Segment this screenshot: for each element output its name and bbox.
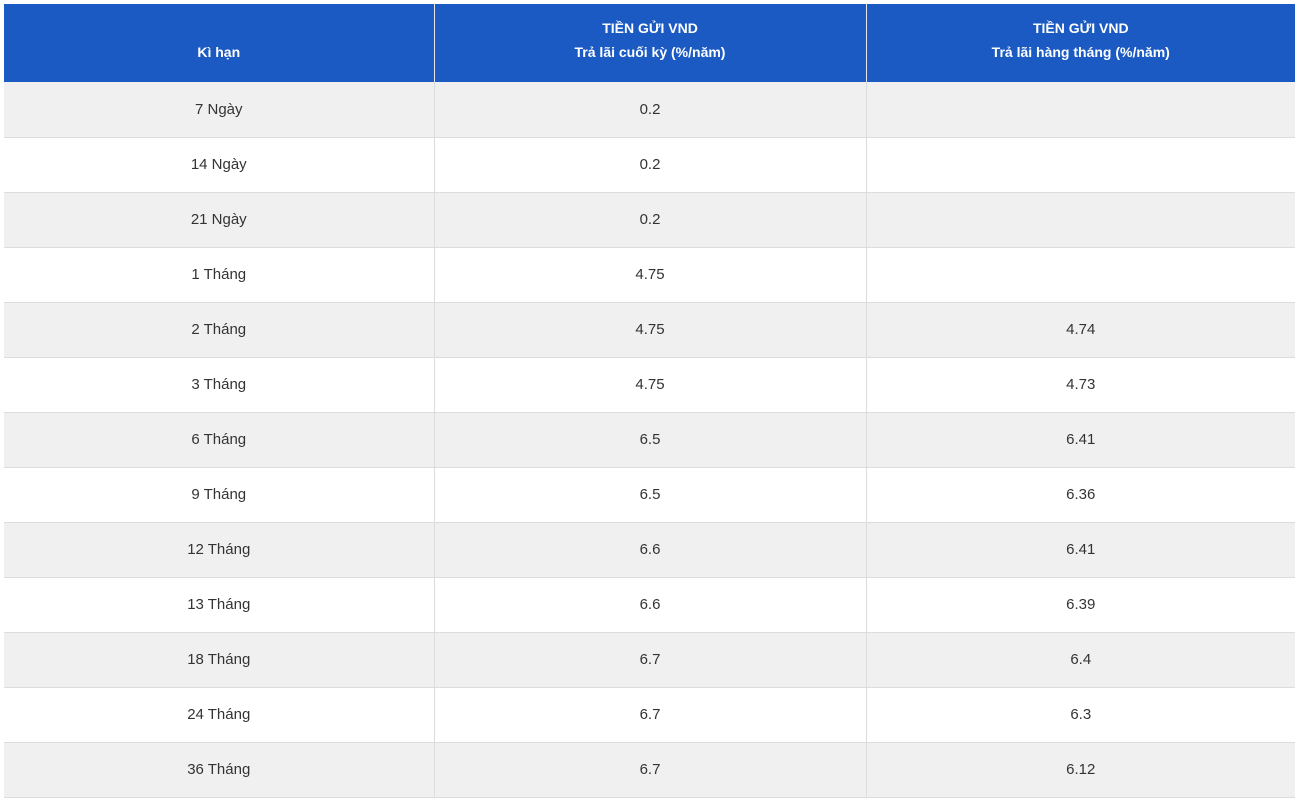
term-cell: 2 Tháng (4, 302, 435, 358)
table-header: Kì hạn TIỀN GỬI VND Trả lãi cuối kỳ (%/năm… (4, 4, 1295, 82)
table-body: 7 Ngày 0.2 14 Ngày 0.2 21 Ngày 0.2 1 Tháng 4.75… (4, 82, 1295, 798)
rate-cell: 6.6 (434, 522, 867, 578)
rate-cell: 4.75 (434, 302, 867, 358)
term-cell: 7 Ngày (4, 82, 435, 138)
rate-cell: 6.7 (434, 742, 867, 798)
term-cell: 13 Tháng (4, 577, 435, 633)
header-title: TIỀN GỬI VND (1032, 20, 1129, 36)
header-row: Kì hạn TIỀN GỬI VND Trả lãi cuối kỳ (%/năm… (4, 4, 1295, 82)
rate-cell: 0.2 (434, 82, 867, 138)
rate-cell (866, 82, 1295, 138)
rate-table: Kì hạn TIỀN GỬI VND Trả lãi cuối kỳ (%/năm… (4, 4, 1295, 798)
term-cell: 9 Tháng (4, 467, 435, 523)
rate-cell: 0.2 (434, 192, 867, 248)
table-row: 24 Tháng 6.7 6.3 (4, 687, 1295, 743)
table-row: 1 Tháng 4.75 (4, 247, 1295, 303)
header-title: TIỀN GỬI VND (602, 20, 698, 36)
table-row: 9 Tháng 6.5 6.36 (4, 467, 1295, 523)
term-cell: 36 Tháng (4, 742, 435, 798)
rate-cell (866, 137, 1295, 193)
header-cell: TIỀN GỬI VND Trả lãi cuối kỳ (%/năm) (434, 4, 867, 82)
term-cell: 3 Tháng (4, 357, 435, 413)
rate-cell: 6.39 (866, 577, 1295, 633)
table-row: 2 Tháng 4.75 4.74 (4, 302, 1295, 358)
rate-cell (866, 192, 1295, 248)
table-row: 13 Tháng 6.6 6.39 (4, 577, 1295, 633)
table-row: 7 Ngày 0.2 (4, 82, 1295, 138)
header-subtitle: Trả lãi cuối kỳ (%/năm) (574, 44, 726, 60)
table-row: 36 Tháng 6.7 6.12 (4, 742, 1295, 798)
header-title: Kì hạn (197, 44, 241, 60)
rate-cell: 6.5 (434, 467, 867, 523)
rate-cell: 0.2 (434, 137, 867, 193)
table-row: 14 Ngày 0.2 (4, 137, 1295, 193)
rate-cell: 6.4 (866, 632, 1295, 688)
header-subtitle: Trả lãi hàng tháng (%/năm) (991, 44, 1170, 60)
table-row: 21 Ngày 0.2 (4, 192, 1295, 248)
table-row: 12 Tháng 6.6 6.41 (4, 522, 1295, 578)
rate-cell: 4.73 (866, 357, 1295, 413)
table-row: 6 Tháng 6.5 6.41 (4, 412, 1295, 468)
term-cell: 6 Tháng (4, 412, 435, 468)
rate-cell: 6.12 (866, 742, 1295, 798)
rate-cell: 6.3 (866, 687, 1295, 743)
rate-cell: 6.41 (866, 522, 1295, 578)
term-cell: 14 Ngày (4, 137, 435, 193)
rate-cell: 4.74 (866, 302, 1295, 358)
term-cell: 18 Tháng (4, 632, 435, 688)
term-cell: 1 Tháng (4, 247, 435, 303)
rate-cell: 4.75 (434, 357, 867, 413)
rate-cell: 4.75 (434, 247, 867, 303)
rate-cell: 6.7 (434, 687, 867, 743)
term-cell: 24 Tháng (4, 687, 435, 743)
term-cell: 12 Tháng (4, 522, 435, 578)
term-cell: 21 Ngày (4, 192, 435, 248)
rate-cell: 6.6 (434, 577, 867, 633)
header-cell: TIỀN GỬI VND Trả lãi hàng tháng (%/năm) (866, 4, 1295, 82)
rate-cell (866, 247, 1295, 303)
rate-cell: 6.7 (434, 632, 867, 688)
table-row: 3 Tháng 4.75 4.73 (4, 357, 1295, 413)
rate-cell: 6.41 (866, 412, 1295, 468)
rate-cell: 6.5 (434, 412, 867, 468)
table-row: 18 Tháng 6.7 6.4 (4, 632, 1295, 688)
rate-cell: 6.36 (866, 467, 1295, 523)
header-cell: Kì hạn (4, 4, 435, 82)
